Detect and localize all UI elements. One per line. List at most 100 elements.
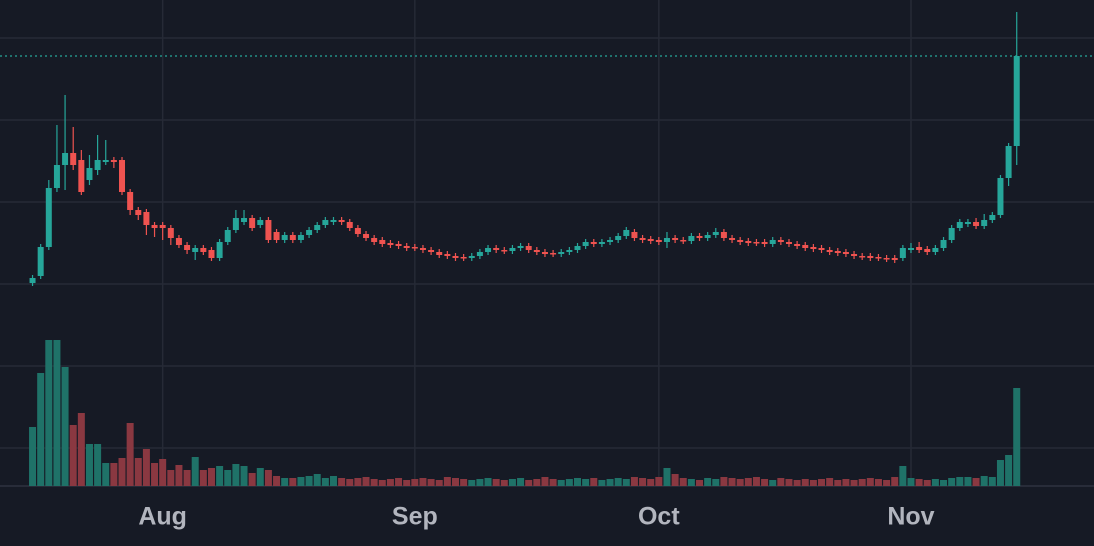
volume-bar <box>517 478 525 486</box>
volume-bar <box>801 479 809 486</box>
volume-bar <box>1013 388 1021 486</box>
volume-bar <box>224 470 232 486</box>
candle-body <box>964 222 971 224</box>
volume-bar <box>598 480 606 486</box>
candle-body <box>411 247 418 249</box>
candle-body <box>916 247 923 250</box>
volume-bar <box>980 476 988 486</box>
candle-body <box>745 241 752 243</box>
candle-body <box>249 218 256 228</box>
volume-bar <box>460 479 468 486</box>
candle-body <box>175 238 182 245</box>
candle-body <box>265 220 272 240</box>
candle-body <box>354 228 361 234</box>
volume-bar <box>744 478 752 486</box>
candle-body <box>94 160 101 170</box>
candle-body <box>639 238 646 240</box>
candle-body <box>257 220 264 225</box>
volume-bar <box>476 479 484 486</box>
candle-body <box>216 242 223 258</box>
volume-bar <box>134 458 142 486</box>
volume-bar <box>842 479 850 486</box>
candle-body <box>241 218 248 222</box>
volume-bar <box>883 480 891 486</box>
volume-bar <box>915 479 923 486</box>
candle-body <box>574 246 581 250</box>
candle-body <box>37 247 44 276</box>
volume-bar <box>240 466 248 486</box>
candle-body <box>330 220 337 222</box>
volume-bar <box>85 444 93 486</box>
candle-body <box>631 232 638 238</box>
candle-body <box>948 228 955 240</box>
volume-bar <box>940 480 948 486</box>
candle-body <box>338 220 345 222</box>
candle-body <box>655 240 662 242</box>
volume-bar <box>370 479 378 486</box>
volume-bar <box>37 373 45 486</box>
candle-body <box>981 220 988 226</box>
volume-bar <box>273 476 281 486</box>
candle-body <box>525 246 532 250</box>
volume-bar <box>508 479 516 486</box>
candle-body <box>810 247 817 249</box>
candle-body <box>598 242 605 244</box>
candle-body <box>428 250 435 252</box>
volume-bar <box>923 480 931 486</box>
candle-body <box>924 249 931 252</box>
volume-bar <box>1005 455 1013 486</box>
volume-bar <box>354 478 362 486</box>
volume-bar <box>69 425 77 486</box>
volume-bar <box>435 480 443 486</box>
volume-bar <box>866 478 874 486</box>
candle-body <box>891 258 898 260</box>
volume-bar <box>777 478 785 486</box>
candle-body <box>1005 146 1012 178</box>
volume-bar <box>769 480 777 486</box>
volume-bar <box>183 470 191 486</box>
x-tick-label: Sep <box>392 503 438 531</box>
volume-bar <box>94 444 102 486</box>
x-tick-label: Oct <box>638 503 680 531</box>
volume-bar <box>110 463 118 486</box>
volume-bar <box>574 478 582 486</box>
candle-body <box>78 160 85 192</box>
volume-bar <box>207 468 215 486</box>
candle-body <box>842 252 849 254</box>
candle-body <box>143 212 150 225</box>
volume-bar <box>313 474 321 486</box>
candle-body <box>29 278 36 283</box>
volume-bar <box>850 480 858 486</box>
volume-bar <box>785 479 793 486</box>
candle-body <box>785 242 792 244</box>
candle-body <box>70 153 77 165</box>
volume-bar <box>297 477 305 486</box>
volume-bar <box>614 478 622 486</box>
candle-body <box>704 235 711 238</box>
volume-bar <box>655 477 663 486</box>
volume-bar <box>118 458 126 486</box>
candle-body <box>550 253 557 255</box>
volume-bar <box>671 474 679 486</box>
volume-bar <box>793 480 801 486</box>
candle-body <box>899 248 906 258</box>
candle-body <box>314 225 321 230</box>
volume-bar <box>687 479 695 486</box>
candle-body <box>509 248 516 251</box>
volume-bar <box>663 468 671 486</box>
volume-bar <box>582 479 590 486</box>
volume-bar <box>151 463 159 486</box>
candle-body <box>273 232 280 240</box>
candle-body <box>859 256 866 258</box>
volume-bar <box>752 477 760 486</box>
candle-body <box>110 160 117 162</box>
candle-body <box>867 256 874 258</box>
candle-body <box>680 240 687 242</box>
volume-bar <box>500 480 508 486</box>
candle-body <box>501 250 508 252</box>
volume-bar <box>557 480 565 486</box>
candle-body <box>720 232 727 238</box>
volume-bar <box>891 477 899 486</box>
candle-body <box>86 168 93 180</box>
